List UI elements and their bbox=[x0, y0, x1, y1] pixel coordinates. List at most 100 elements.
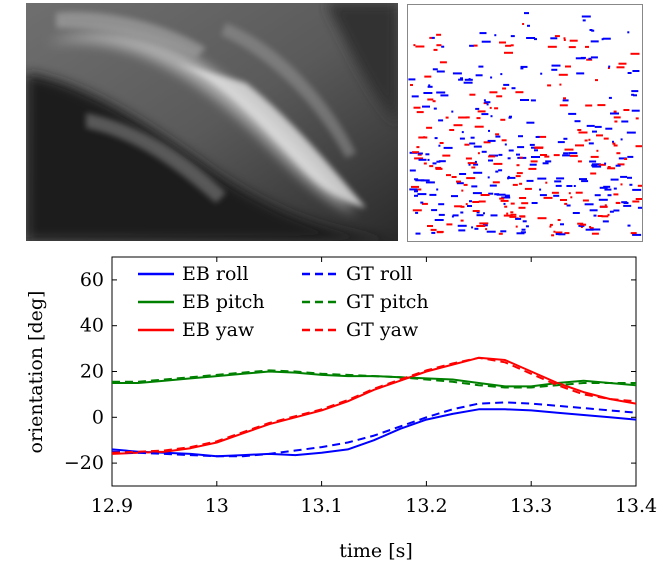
event-pixel bbox=[422, 105, 430, 108]
event-pixel bbox=[613, 116, 621, 119]
event-pixel bbox=[590, 40, 599, 43]
event-pixel bbox=[529, 163, 537, 166]
event-pixel bbox=[456, 182, 464, 185]
event-pixel bbox=[612, 142, 616, 145]
event-pixel bbox=[575, 57, 585, 60]
event-pixel bbox=[637, 206, 642, 209]
event-pixel bbox=[436, 44, 442, 47]
event-pixel bbox=[591, 232, 599, 235]
event-pixel bbox=[522, 23, 525, 25]
event-pixel bbox=[492, 181, 500, 184]
event-pixel bbox=[577, 160, 582, 163]
event-pixel bbox=[438, 213, 445, 216]
event-pixel bbox=[559, 83, 562, 86]
event-pixel bbox=[584, 139, 588, 142]
legend-label: GT roll bbox=[346, 263, 413, 285]
event-pixel bbox=[436, 33, 442, 36]
event-pixel bbox=[621, 201, 628, 204]
y-tick-label: 40 bbox=[80, 315, 104, 337]
event-pixel bbox=[613, 110, 617, 113]
event-pixel bbox=[570, 196, 573, 199]
event-pixel bbox=[510, 213, 517, 216]
event-pixel bbox=[490, 76, 493, 79]
event-pixel bbox=[598, 198, 608, 201]
event-pixel bbox=[563, 97, 566, 100]
event-pixel bbox=[420, 201, 424, 204]
event-pixel bbox=[453, 124, 463, 127]
event-pixel bbox=[504, 194, 510, 197]
event-pixel bbox=[430, 228, 437, 231]
event-pixel bbox=[506, 212, 509, 215]
event-pixel bbox=[632, 188, 642, 191]
event-pixel bbox=[471, 185, 478, 188]
event-pixel bbox=[559, 104, 568, 107]
event-pixel bbox=[431, 231, 436, 234]
event-pixel bbox=[436, 188, 439, 191]
event-pixel bbox=[576, 72, 585, 75]
y-axis-label: orientation [deg] bbox=[25, 291, 47, 454]
event-pixel bbox=[515, 225, 518, 228]
event-pixel bbox=[531, 156, 540, 158]
event-pixel bbox=[489, 184, 497, 187]
event-pixel bbox=[470, 136, 475, 139]
event-pixel bbox=[553, 230, 556, 233]
event-pixel bbox=[504, 51, 513, 54]
event-pixel bbox=[526, 121, 535, 124]
event-pixel bbox=[591, 163, 601, 166]
event-pixel bbox=[427, 98, 434, 101]
event-pixel bbox=[524, 12, 529, 15]
event-pixel bbox=[439, 142, 444, 144]
event-pixel bbox=[519, 182, 523, 185]
event-pixel bbox=[473, 44, 478, 47]
event-pixel bbox=[490, 115, 493, 118]
event-pixel bbox=[620, 183, 623, 186]
event-pixel bbox=[479, 222, 489, 225]
event-pixel bbox=[530, 99, 536, 102]
event-pixel bbox=[616, 152, 621, 155]
event-pixel bbox=[537, 135, 547, 138]
event-pixel bbox=[563, 137, 568, 140]
event-pixel bbox=[547, 45, 557, 48]
legend-label: EB pitch bbox=[182, 291, 265, 313]
event-pixel bbox=[585, 228, 594, 231]
event-pixel bbox=[471, 226, 474, 229]
event-pixel bbox=[459, 173, 467, 175]
event-pixel bbox=[501, 196, 511, 199]
event-pixel bbox=[451, 110, 454, 113]
event-pixel bbox=[441, 45, 445, 48]
event-pixel bbox=[459, 137, 465, 140]
event-pixel bbox=[463, 81, 473, 84]
event-pixel bbox=[564, 148, 574, 151]
event-pixel bbox=[537, 217, 547, 220]
event-pixel bbox=[507, 177, 510, 180]
event-pixel bbox=[420, 179, 430, 182]
event-pixel bbox=[555, 233, 561, 236]
event-pixel bbox=[436, 70, 445, 73]
event-pixel bbox=[493, 162, 503, 165]
event-pixel bbox=[438, 203, 445, 206]
event-pixel bbox=[417, 153, 422, 156]
event-pixel bbox=[563, 152, 569, 155]
event-pixel bbox=[484, 101, 491, 104]
event-pixel bbox=[631, 109, 640, 112]
event-pixel bbox=[551, 64, 561, 67]
event-pixel bbox=[481, 150, 487, 153]
event-pixel bbox=[458, 229, 466, 232]
event-pixel bbox=[489, 91, 498, 94]
event-pixel bbox=[427, 85, 433, 88]
event-pixel bbox=[415, 232, 421, 235]
event-pixel bbox=[554, 35, 560, 38]
event-pixel bbox=[635, 198, 642, 200]
event-pixel bbox=[457, 224, 467, 227]
event-pixel bbox=[415, 188, 422, 191]
event-pixel bbox=[560, 199, 567, 201]
event-pixel bbox=[504, 205, 508, 208]
event-pixel bbox=[557, 219, 561, 221]
event-pixel bbox=[467, 205, 472, 207]
event-pixel bbox=[510, 202, 515, 205]
event-pixel bbox=[460, 77, 463, 80]
event-pixel bbox=[528, 167, 537, 170]
event-pixel bbox=[520, 215, 526, 218]
event-pixel bbox=[591, 29, 595, 32]
